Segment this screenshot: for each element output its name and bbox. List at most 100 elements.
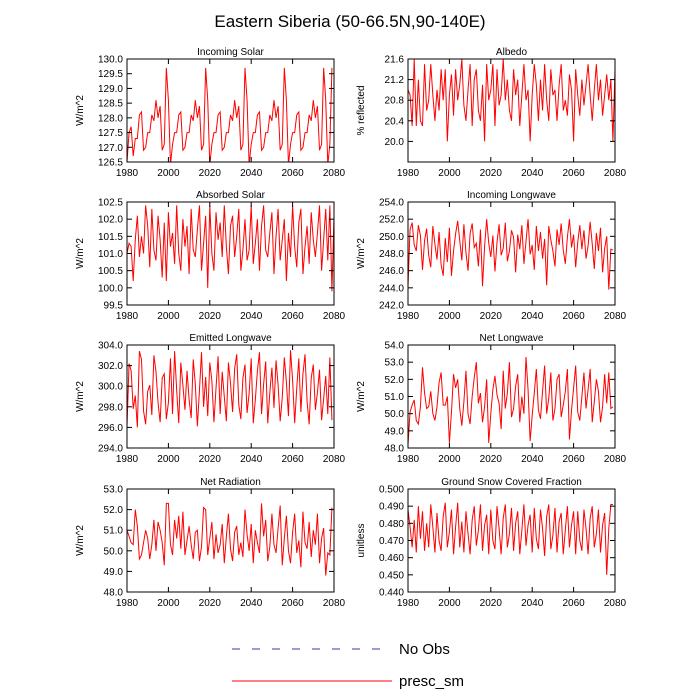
- y-tick-label: 102.0: [98, 215, 123, 226]
- x-tick-label: 2020: [199, 311, 222, 322]
- y-tick-label: 101.5: [98, 232, 123, 243]
- x-tick-label: 1980: [116, 598, 139, 609]
- panel-title: Emitted Longwave: [189, 333, 272, 344]
- x-tick-label: 1980: [397, 598, 420, 609]
- y-tick-label: 53.0: [385, 358, 405, 369]
- panels-group: Incoming Solar 126.5 127.0 127.5 128.0 128.5 1…: [75, 47, 627, 609]
- y-tick-label: 250.0: [379, 232, 404, 243]
- y-tick-label: 254.0: [379, 198, 404, 209]
- x-tick-label: 2040: [240, 311, 263, 322]
- y-tick-label: 242.0: [379, 301, 404, 312]
- y-tick-label: 49.0: [104, 567, 124, 578]
- x-tick-label: 2000: [438, 168, 461, 179]
- x-tick-label: 2020: [199, 454, 222, 465]
- y-tick-label: 21.2: [385, 75, 405, 86]
- x-tick-label: 2040: [521, 311, 544, 322]
- x-tick-label: 2000: [157, 168, 180, 179]
- y-tick-label: 99.5: [104, 301, 124, 312]
- x-tick-label: 2000: [157, 454, 180, 465]
- y-tick-label: 294.0: [98, 444, 123, 455]
- y-axis-label: W/m^2: [75, 95, 86, 126]
- y-axis-label: W/m^2: [356, 381, 367, 412]
- panel-title: Ground Snow Covered Fraction: [441, 477, 582, 488]
- y-tick-label: 0.470: [379, 536, 404, 547]
- panel-title: Incoming Longwave: [467, 190, 556, 201]
- y-tick-label: 0.450: [379, 570, 404, 581]
- y-tick-label: 126.5: [98, 158, 123, 169]
- x-tick-label: 2020: [480, 168, 503, 179]
- x-tick-label: 1980: [116, 168, 139, 179]
- y-tick-label: 21.6: [385, 55, 405, 66]
- x-tick-label: 2060: [281, 168, 304, 179]
- y-tick-label: 20.4: [385, 116, 405, 127]
- x-tick-label: 2040: [521, 168, 544, 179]
- y-tick-label: 300.0: [98, 382, 123, 393]
- series-line-presc-sm: [127, 205, 334, 292]
- plot-frame: [407, 201, 616, 306]
- x-tick-label: 2040: [521, 598, 544, 609]
- panel-net-radiation: Net Radiation 48.0 49.0 50.0 51.0 52.0 53.0 198…: [75, 477, 346, 609]
- y-tick-label: 129.0: [98, 84, 123, 95]
- plot-frame: [407, 344, 616, 449]
- series-line-presc-sm: [127, 502, 333, 576]
- panel-ground-snow-covered-fraction: Ground Snow Covered Fraction 0.440 0.450 0.…: [356, 477, 627, 609]
- x-tick-label: 2020: [480, 598, 503, 609]
- y-tick-label: 48.0: [385, 444, 405, 455]
- y-tick-label: 252.0: [379, 215, 404, 226]
- panel-emitted-longwave: Emitted Longwave 294.0 296.0 298.0 300.0 302.…: [75, 333, 346, 465]
- y-tick-label: 20.0: [385, 137, 405, 148]
- x-tick-label: 2080: [604, 454, 627, 465]
- y-tick-label: 100.5: [98, 266, 123, 277]
- y-tick-label: 302.0: [98, 361, 123, 372]
- y-tick-label: 50.0: [104, 546, 124, 557]
- panel-absorbed-solar: Absorbed Solar 99.5 100.0 100.5 101.0 101.5 10…: [75, 190, 346, 322]
- plot-frame: [407, 58, 616, 163]
- panel-incoming-longwave: Incoming Longwave 242.0 244.0 246.0 248.0 250…: [356, 190, 627, 322]
- panel-incoming-solar: Incoming Solar 126.5 127.0 127.5 128.0 128.5 1…: [75, 47, 346, 179]
- y-tick-label: 0.500: [379, 485, 404, 496]
- y-tick-label: 20.8: [385, 96, 405, 107]
- x-tick-label: 2040: [240, 598, 263, 609]
- x-tick-label: 2080: [323, 454, 346, 465]
- y-tick-label: 100.0: [98, 283, 123, 294]
- y-tick-label: 0.490: [379, 502, 404, 513]
- series-line-presc-sm: [408, 502, 613, 575]
- x-tick-label: 2000: [157, 311, 180, 322]
- y-tick-label: 48.0: [104, 588, 124, 599]
- y-tick-label: 128.0: [98, 113, 123, 124]
- x-tick-label: 1980: [116, 311, 139, 322]
- series-line-presc-sm: [408, 59, 615, 142]
- y-axis-label: W/m^2: [75, 381, 86, 412]
- x-tick-label: 2040: [521, 454, 544, 465]
- x-tick-label: 2000: [157, 598, 180, 609]
- y-tick-label: 127.0: [98, 143, 123, 154]
- x-tick-label: 1980: [116, 454, 139, 465]
- series-line-presc-sm: [408, 356, 614, 445]
- x-tick-label: 2060: [562, 598, 585, 609]
- plot-frame: [126, 344, 335, 449]
- y-tick-label: 101.0: [98, 249, 123, 260]
- y-tick-label: 130.0: [98, 55, 123, 66]
- panel-albedo: Albedo 20.0 20.4 20.8 21.2 21.6 1980 2000 2020 20…: [356, 47, 627, 179]
- x-tick-label: 1980: [397, 168, 420, 179]
- y-tick-label: 296.0: [98, 423, 123, 434]
- y-tick-label: 244.0: [379, 283, 404, 294]
- y-tick-label: 54.0: [385, 341, 405, 352]
- x-tick-label: 2020: [480, 311, 503, 322]
- panel-title: Absorbed Solar: [196, 190, 266, 201]
- y-axis-label: % reflected: [356, 85, 367, 135]
- y-tick-label: 129.5: [98, 69, 123, 80]
- series-line-presc-sm: [127, 67, 333, 162]
- panel-net-longwave: Net Longwave 48.0 49.0 50.0 51.0 52.0 53.0 54.0…: [356, 333, 627, 465]
- y-axis-label: W/m^2: [75, 238, 86, 269]
- y-tick-label: 52.0: [104, 505, 124, 516]
- y-axis-label: W/m^2: [75, 525, 86, 556]
- x-tick-label: 2060: [562, 311, 585, 322]
- series-line-presc-sm: [127, 350, 333, 428]
- y-tick-label: 128.5: [98, 99, 123, 110]
- x-tick-label: 2080: [323, 311, 346, 322]
- y-tick-label: 53.0: [104, 485, 124, 496]
- y-tick-label: 298.0: [98, 402, 123, 413]
- x-tick-label: 2040: [240, 168, 263, 179]
